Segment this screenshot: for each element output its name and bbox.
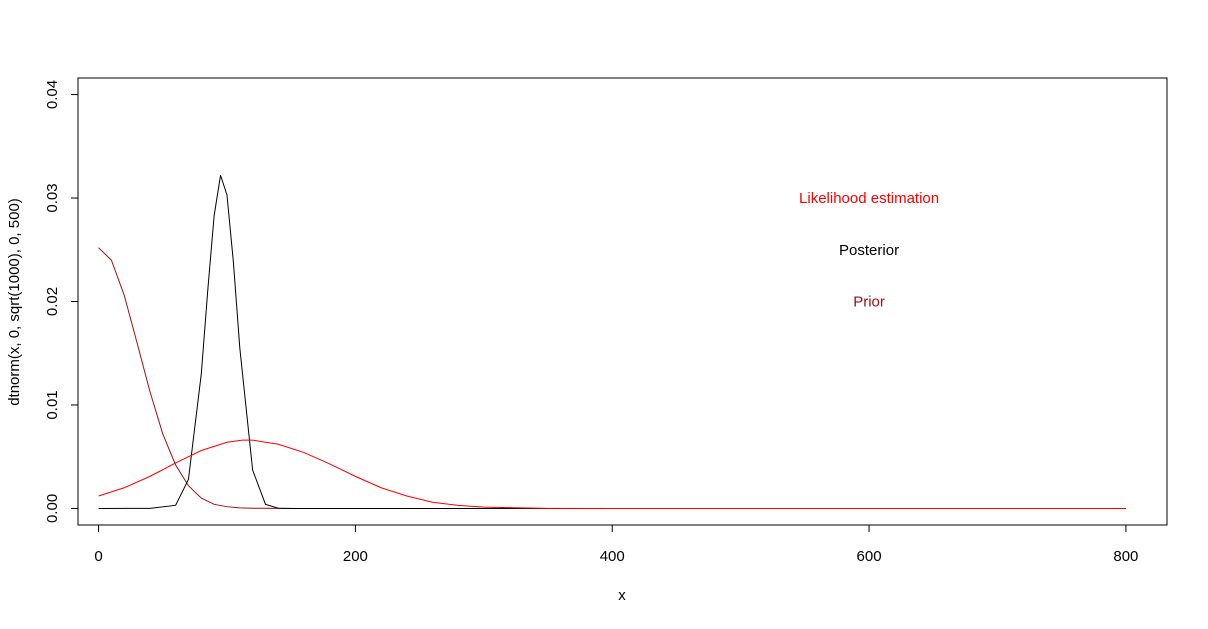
- y-axis-label: dtnorm(x, 0, sqrt(1000), 0, 500): [6, 198, 23, 406]
- series-line-posterior: [98, 175, 1126, 509]
- y-tick-label: 0.01: [44, 390, 61, 419]
- annotation-posterior: Posterior: [839, 242, 899, 259]
- annotation-layer: Likelihood estimation Posterior Prior: [799, 190, 939, 310]
- annotation-likelihood-estimation: Likelihood estimation: [799, 190, 939, 207]
- x-axis-label: x: [618, 587, 626, 604]
- series-line-likelihood-estimation: [98, 439, 1126, 509]
- series-layer: [98, 175, 1126, 509]
- plot-frame: [77, 77, 1168, 526]
- y-axis: 0.00 0.01 0.02 0.03 0.04: [44, 80, 79, 523]
- annotation-prior: Prior: [853, 294, 885, 311]
- x-tick-label: 400: [600, 548, 625, 565]
- y-tick-label: 0.03: [44, 183, 61, 212]
- y-tick-label: 0.00: [44, 494, 61, 523]
- series-line-prior: [98, 247, 741, 509]
- x-tick-label: 0: [94, 548, 102, 565]
- x-axis: 0 200 400 600 800: [94, 524, 1138, 565]
- y-tick-label: 0.04: [44, 80, 61, 109]
- x-tick-label: 200: [343, 548, 368, 565]
- x-tick-label: 600: [857, 548, 882, 565]
- x-tick-label: 800: [1113, 548, 1138, 565]
- y-tick-label: 0.02: [44, 287, 61, 316]
